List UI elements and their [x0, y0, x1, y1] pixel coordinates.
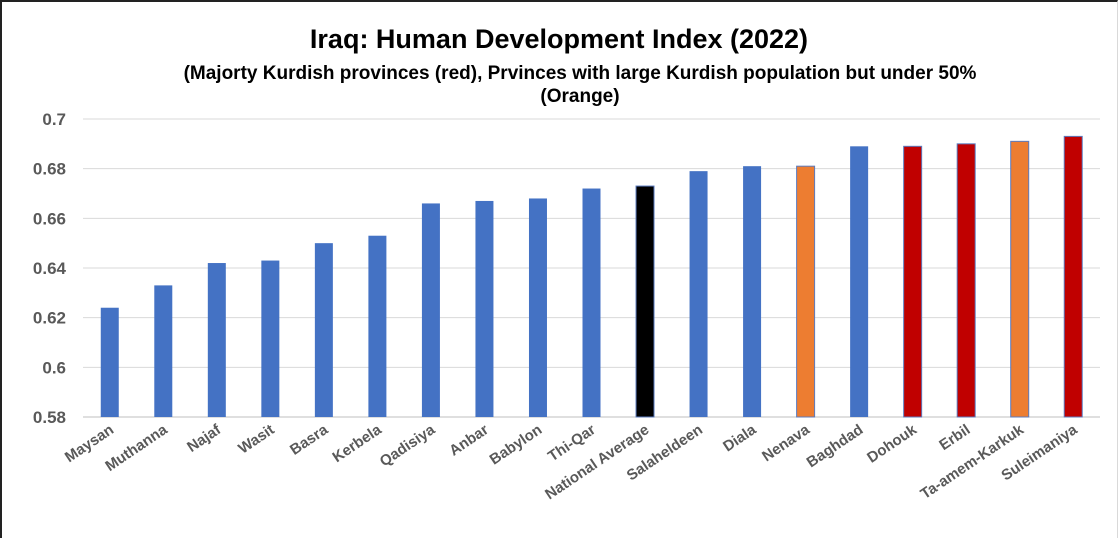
bar-salaheldeen: [689, 171, 708, 417]
bar-maysan: [100, 307, 119, 417]
y-tick-label: 0.6: [42, 358, 66, 377]
bar-kerbela: [368, 235, 387, 417]
y-tick-label: 0.64: [33, 259, 67, 278]
y-tick-label: 0.68: [33, 160, 66, 179]
bar-baghdad: [850, 146, 869, 418]
bar-najaf: [207, 263, 226, 417]
chart-title: Iraq: Human Development Index (2022): [309, 24, 809, 54]
bar-diala: [743, 166, 762, 417]
x-tick-label: Kerbela: [330, 421, 386, 466]
x-tick-label: Najaf: [184, 421, 225, 456]
bar-suleimaniya: [1063, 135, 1083, 418]
bar-wasit: [261, 260, 280, 417]
x-tick-label: Baghdad: [804, 421, 867, 471]
bar-ta-amem-karkuk: [1010, 140, 1030, 418]
chart-subtitle: (Majorty Kurdish provinces (red), Prvinc…: [183, 63, 977, 107]
x-tick-label: Erbil: [936, 421, 973, 454]
bar-national-average: [635, 185, 655, 418]
bar-muthanna: [154, 285, 173, 417]
x-tick-label: Qadisiya: [377, 421, 439, 470]
x-tick-label: Diala: [720, 421, 760, 456]
bar-anbar: [475, 200, 494, 417]
bar-thi-qar: [582, 188, 601, 417]
y-tick-label: 0.62: [33, 309, 66, 328]
y-tick-label: 0.58: [33, 408, 66, 427]
bar-dohouk: [903, 145, 923, 418]
x-tick-label: Dohouk: [864, 421, 920, 467]
y-tick-label: 0.7: [42, 110, 66, 129]
bar-babylon: [528, 198, 547, 417]
bar-nenava: [796, 165, 816, 418]
bar-qadisiya: [421, 203, 440, 417]
bar-basra: [314, 243, 333, 417]
x-tick-label: Basra: [287, 421, 332, 459]
bar-erbil: [956, 143, 976, 418]
x-tick-label: Babylon: [487, 421, 546, 468]
x-tick-label: Anbar: [446, 421, 492, 459]
y-tick-label: 0.66: [33, 209, 66, 228]
x-tick-label: Wasit: [235, 421, 277, 457]
